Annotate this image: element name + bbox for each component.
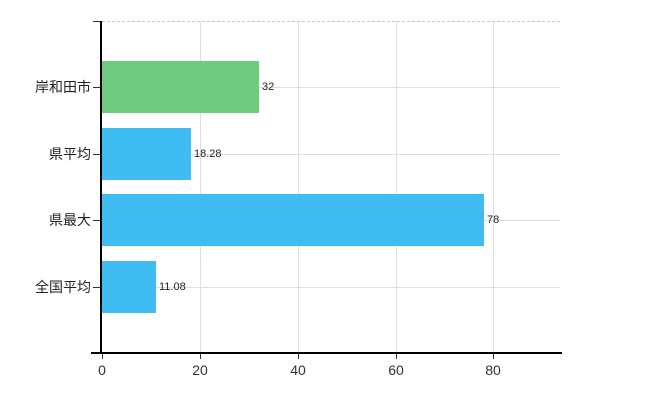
y-axis-end-tick (93, 21, 100, 22)
bar[interactable] (102, 61, 259, 113)
x-axis-tick (200, 354, 201, 359)
x-axis-label: 60 (388, 362, 404, 378)
y-axis-tick (93, 220, 100, 221)
x-axis-tick (102, 354, 103, 359)
category-gridline (102, 287, 560, 288)
x-axis-label: 0 (98, 362, 106, 378)
y-axis-label: 県平均 (49, 146, 91, 162)
y-axis-tick (93, 154, 100, 155)
value-label: 78 (487, 214, 500, 226)
x-gridline (200, 21, 201, 353)
x-axis-label: 40 (290, 362, 306, 378)
y-axis-tick (93, 87, 100, 88)
bar[interactable] (102, 261, 156, 313)
bar[interactable] (102, 128, 191, 180)
value-label: 18.28 (194, 148, 222, 160)
y-axis-tick (93, 287, 100, 288)
value-label: 32 (262, 81, 275, 93)
x-axis-label: 20 (192, 362, 208, 378)
x-axis-tick (493, 354, 494, 359)
y-axis-label: 全国平均 (35, 279, 91, 295)
x-gridline (298, 21, 299, 353)
plot-top-border (102, 21, 560, 22)
value-label: 11.08 (159, 281, 186, 293)
x-axis-line (91, 352, 562, 354)
x-axis-tick (298, 354, 299, 359)
y-axis-label: 岸和田市 (35, 79, 91, 95)
category-gridline (102, 87, 560, 88)
y-axis-line (100, 21, 102, 353)
x-axis-label: 80 (485, 362, 501, 378)
x-gridline (493, 21, 494, 353)
category-gridline (102, 154, 560, 155)
x-axis-tick (396, 354, 397, 359)
bar[interactable] (102, 194, 484, 246)
y-axis-label: 県最大 (49, 212, 91, 228)
x-gridline (396, 21, 397, 353)
